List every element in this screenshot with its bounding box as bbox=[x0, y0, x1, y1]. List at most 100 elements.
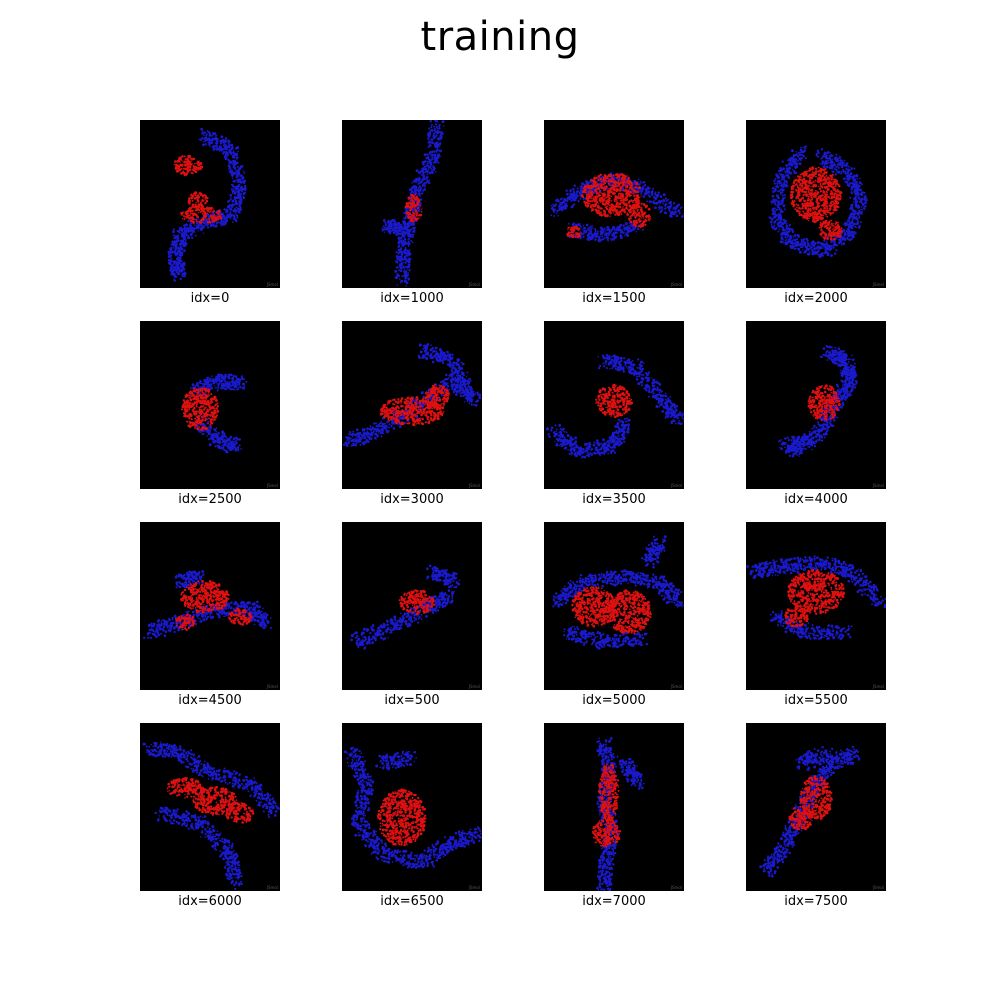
jsmol-watermark: JSmol bbox=[872, 684, 884, 689]
molecule-render bbox=[759, 745, 861, 878]
jsmol-watermark: JSmol bbox=[872, 885, 884, 890]
jsmol-watermark: JSmol bbox=[670, 885, 682, 890]
molecule-render bbox=[350, 564, 461, 650]
protein-backbone bbox=[746, 555, 886, 641]
jsmol-watermark: JSmol bbox=[468, 885, 480, 890]
panel-label: idx=1000 bbox=[380, 291, 444, 306]
panel-image: JSmol bbox=[746, 120, 886, 288]
figure-panel: JSmol idx=1000 bbox=[342, 120, 482, 316]
molecule-render bbox=[142, 741, 280, 891]
panel-image: JSmol bbox=[342, 723, 482, 891]
molecule-render bbox=[342, 343, 482, 448]
figure-panel: JSmol idx=1500 bbox=[544, 120, 684, 316]
panel-label: idx=3000 bbox=[380, 492, 444, 507]
figure-panel: JSmol idx=7000 bbox=[544, 723, 684, 919]
ligand-cluster bbox=[595, 383, 634, 419]
protein-backbone bbox=[350, 564, 461, 650]
protein-backbone bbox=[778, 344, 858, 458]
figure-panel: JSmol idx=500 bbox=[342, 522, 482, 718]
panel-label: idx=1500 bbox=[582, 291, 646, 306]
panel-label: idx=4000 bbox=[784, 492, 848, 507]
jsmol-watermark: JSmol bbox=[266, 684, 278, 689]
panel-image: JSmol bbox=[544, 321, 684, 489]
panel-image: JSmol bbox=[140, 321, 280, 489]
panel-label: idx=500 bbox=[384, 693, 440, 708]
jsmol-watermark: JSmol bbox=[468, 282, 480, 287]
molecule-render bbox=[343, 746, 482, 870]
jsmol-watermark: JSmol bbox=[670, 483, 682, 488]
jsmol-watermark: JSmol bbox=[872, 483, 884, 488]
ligand-cluster bbox=[571, 586, 652, 634]
jsmol-watermark: JSmol bbox=[872, 282, 884, 287]
ligand-cluster bbox=[788, 775, 833, 831]
protein-backbone bbox=[143, 570, 272, 640]
ligand-cluster bbox=[398, 589, 436, 616]
panel-label: idx=0 bbox=[190, 291, 230, 306]
panel-label: idx=6500 bbox=[380, 894, 444, 909]
ligand-cluster bbox=[784, 569, 846, 628]
panel-label: idx=5000 bbox=[582, 693, 646, 708]
figure-panel: JSmol idx=7500 bbox=[746, 723, 886, 919]
panel-label: idx=5500 bbox=[784, 693, 848, 708]
molecule-render bbox=[550, 172, 684, 243]
panel-image: JSmol bbox=[544, 522, 684, 690]
molecule-render bbox=[778, 344, 858, 458]
figure-panel: JSmol idx=4500 bbox=[140, 522, 280, 718]
ligand-cluster bbox=[174, 580, 253, 632]
protein-backbone bbox=[142, 741, 280, 891]
protein-backbone bbox=[343, 746, 482, 870]
figure-panel: JSmol idx=5500 bbox=[746, 522, 886, 718]
panel-image: JSmol bbox=[140, 120, 280, 288]
jsmol-watermark: JSmol bbox=[670, 684, 682, 689]
panel-image: JSmol bbox=[342, 120, 482, 288]
molecule-render bbox=[768, 145, 868, 258]
molecule-render bbox=[545, 353, 684, 459]
figure-title: training bbox=[420, 14, 580, 60]
ligand-cluster bbox=[790, 166, 843, 241]
panel-image: JSmol bbox=[342, 321, 482, 489]
jsmol-watermark: JSmol bbox=[468, 483, 480, 488]
protein-backbone bbox=[768, 145, 868, 258]
molecule-render bbox=[746, 555, 886, 641]
panel-image: JSmol bbox=[746, 723, 886, 891]
figure-panel: JSmol idx=3000 bbox=[342, 321, 482, 517]
figure-panel: JSmol idx=2500 bbox=[140, 321, 280, 517]
jsmol-watermark: JSmol bbox=[266, 483, 278, 488]
panel-image: JSmol bbox=[342, 522, 482, 690]
protein-backbone bbox=[545, 353, 684, 459]
panel-label: idx=7000 bbox=[582, 894, 646, 909]
molecule-render bbox=[143, 570, 272, 640]
ligand-cluster bbox=[376, 788, 427, 847]
ligand-cluster bbox=[180, 387, 220, 431]
molecule-render bbox=[552, 535, 684, 650]
panel-image: JSmol bbox=[140, 522, 280, 690]
figure-panel: JSmol idx=5000 bbox=[544, 522, 684, 718]
jsmol-watermark: JSmol bbox=[670, 282, 682, 287]
ligand-cluster bbox=[166, 776, 255, 824]
protein-backbone bbox=[596, 737, 645, 891]
figure-panel: JSmol idx=6500 bbox=[342, 723, 482, 919]
panel-label: idx=3500 bbox=[582, 492, 646, 507]
panel-label: idx=6000 bbox=[178, 894, 242, 909]
figure-panel: JSmol idx=6000 bbox=[140, 723, 280, 919]
figure-panel: JSmol idx=0 bbox=[140, 120, 280, 316]
panel-image: JSmol bbox=[544, 120, 684, 288]
ligand-cluster bbox=[592, 763, 622, 848]
protein-backbone bbox=[381, 120, 445, 287]
panel-label: idx=2000 bbox=[784, 291, 848, 306]
ligand-cluster bbox=[379, 383, 450, 427]
jsmol-watermark: JSmol bbox=[266, 885, 278, 890]
panel-image: JSmol bbox=[544, 723, 684, 891]
molecule-render bbox=[592, 737, 645, 891]
protein-backbone bbox=[189, 373, 248, 454]
panel-image: JSmol bbox=[140, 723, 280, 891]
figure-panel: JSmol idx=3500 bbox=[544, 321, 684, 517]
jsmol-watermark: JSmol bbox=[468, 684, 480, 689]
ligand-cluster bbox=[173, 154, 223, 224]
panel-image: JSmol bbox=[746, 321, 886, 489]
panel-label: idx=2500 bbox=[178, 492, 242, 507]
panel-label: idx=4500 bbox=[178, 693, 242, 708]
molecule-render bbox=[180, 373, 248, 454]
jsmol-watermark: JSmol bbox=[266, 282, 278, 287]
